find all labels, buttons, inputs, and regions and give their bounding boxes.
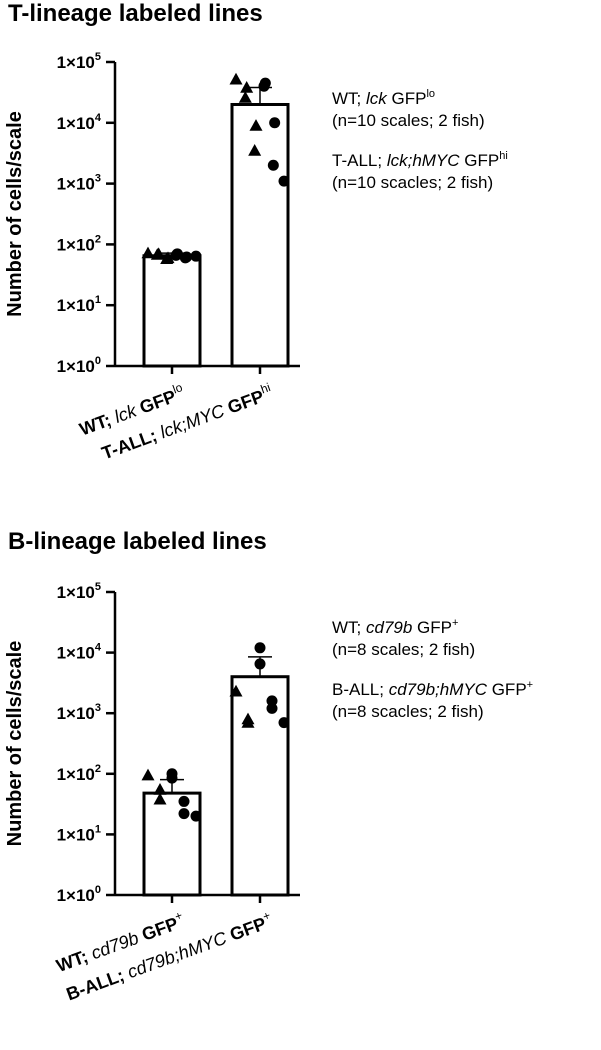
b-lineage-chart: Number of cells/scale 1×100 1×101 1×102 1×10… <box>4 581 300 1004</box>
data-point-circle <box>254 642 266 654</box>
legend-tall-gene: lck;hMYC <box>386 151 460 170</box>
data-point-circle <box>170 249 182 261</box>
data-point-triangle <box>229 684 243 697</box>
bar <box>142 791 202 897</box>
legend-ball-gfp: GFP <box>486 680 527 699</box>
t-lineage-legend: WT; lck GFPlo (n=10 scales; 2 fish) T-AL… <box>332 88 508 212</box>
legend-wt-b-gene: cd79b <box>366 618 413 637</box>
data-point-circle <box>190 250 202 262</box>
bar <box>230 102 290 368</box>
y-tick-label: 1×103 <box>57 173 101 194</box>
y-tick-label: 1×102 <box>57 233 101 254</box>
y-tick-label: 1×105 <box>57 581 101 602</box>
legend-wt-sup: lo <box>426 88 436 100</box>
data-point-triangle <box>248 144 262 156</box>
data-point-circle <box>179 252 191 264</box>
t-lineage-chart: Number of cells/scale 1×100 1×101 1×102 1×10… <box>4 51 300 463</box>
t-lineage-panel: T-lineage labeled lines Number of cells/… <box>0 0 601 520</box>
legend-wt-gfp: GFP <box>386 89 427 108</box>
data-point-circle <box>266 702 278 714</box>
data-point-triangle <box>241 716 255 728</box>
data-point-circle <box>166 772 178 784</box>
legend-tall-sup: hi <box>499 150 508 162</box>
y-tick-label: 1×105 <box>57 51 101 72</box>
data-point-triangle <box>150 248 164 260</box>
legend-ball-n: (n=8 scacles; 2 fish) <box>332 702 484 721</box>
data-point-circle <box>178 795 190 807</box>
b-lineage-title: B-lineage labeled lines <box>8 528 267 555</box>
y-tick-label: 1×101 <box>57 823 101 844</box>
y-tick-label: 1×103 <box>57 702 101 723</box>
t-lineage-title: T-lineage labeled lines <box>8 0 263 27</box>
bar <box>142 254 202 368</box>
legend-tall-gfp: GFP <box>459 151 500 170</box>
data-point-circle <box>269 117 281 129</box>
y-axis-label: Number of cells/scale <box>4 641 26 847</box>
data-point-circle <box>266 695 278 707</box>
y-tick-label: 1×104 <box>57 642 102 663</box>
y-tick-label: 1×101 <box>57 294 101 315</box>
data-point-triangle <box>249 119 263 131</box>
data-point-circle <box>254 658 266 670</box>
y-axis-label: Number of cells/scale <box>4 111 26 317</box>
bar <box>230 675 290 897</box>
b-lineage-panel: B-lineage labeled lines Number of cells/… <box>0 525 601 1050</box>
data-point-circle <box>190 810 202 822</box>
legend-entry-ball: B-ALL; cd79b;hMYC GFP+ (n=8 scacles; 2 f… <box>332 679 533 723</box>
legend-wt-b-sup: + <box>452 617 459 629</box>
y-tick-label: 1×104 <box>57 112 102 133</box>
data-point-triangle <box>153 792 167 805</box>
data-point-triangle <box>141 246 155 259</box>
legend-wt-b-gfp: GFP <box>412 618 452 637</box>
legend-ball-gene: cd79b;hMYC <box>388 680 487 699</box>
legend-entry-tall: T-ALL; lck;hMYC GFPhi (n=10 scacles; 2 f… <box>332 150 508 194</box>
data-point-triangle <box>141 768 155 781</box>
y-tick-label: 1×100 <box>57 884 101 905</box>
y-tick-label: 1×100 <box>57 355 101 376</box>
data-point-circle <box>178 808 190 820</box>
data-point-triangle <box>238 91 252 103</box>
data-point-circle <box>278 175 290 187</box>
legend-tall-prefix: T-ALL; <box>332 151 387 170</box>
legend-wt-prefix: WT; <box>332 89 366 108</box>
legend-entry-wt-b: WT; cd79b GFP+ (n=8 scales; 2 fish) <box>332 617 533 661</box>
data-point-triangle <box>229 72 243 85</box>
legend-entry-wt: WT; lck GFPlo (n=10 scales; 2 fish) <box>332 88 508 132</box>
legend-ball-sup: + <box>526 679 534 691</box>
data-point-circle <box>267 159 279 171</box>
data-point-triangle <box>240 81 254 93</box>
data-point-triangle <box>160 252 174 264</box>
legend-wt-gene: lck <box>366 89 387 108</box>
legend-wt-b-n: (n=8 scales; 2 fish) <box>332 640 476 659</box>
legend-wt-b-prefix: WT; <box>332 618 366 637</box>
data-point-circle <box>258 80 270 92</box>
b-lineage-legend: WT; cd79b GFP+ (n=8 scales; 2 fish) B-AL… <box>332 617 533 741</box>
data-point-circle <box>278 717 290 729</box>
legend-tall-n: (n=10 scacles; 2 fish) <box>332 173 494 192</box>
legend-ball-prefix: B-ALL; <box>332 680 389 699</box>
data-point-triangle <box>153 783 167 795</box>
legend-wt-n: (n=10 scales; 2 fish) <box>332 111 485 130</box>
y-tick-label: 1×102 <box>57 763 101 784</box>
